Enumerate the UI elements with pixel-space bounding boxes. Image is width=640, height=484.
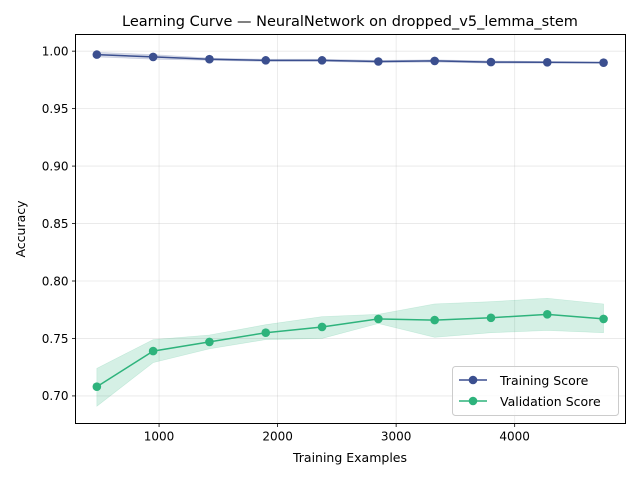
x-axis-label: Training Examples [292,450,407,465]
validation-score-point [430,315,439,325]
x-tick-label: 1000 [144,430,175,444]
legend-label-training: Training Score [499,373,589,388]
training-score-point [317,56,327,65]
validation-score-point [261,328,271,338]
training-score-line [96,53,604,64]
y-tick-label: 0.90 [42,159,69,173]
y-axis-ticks: 0.70 0.75 0.80 0.85 0.90 0.95 1.00 [42,44,76,403]
training-score-point [92,50,102,59]
training-score-point [205,54,214,64]
validation-score-point [374,314,383,324]
x-tick-label: 3000 [381,430,412,444]
validation-score-point [317,322,327,332]
grid [75,34,626,424]
y-tick-label: 1.00 [42,44,69,58]
confidence-bands [96,51,604,407]
plot-frame [75,34,626,424]
training-score-point [261,56,271,65]
y-tick-label: 0.70 [42,389,69,403]
training-score-point [148,52,158,62]
legend-label-validation: Validation Score [500,394,601,409]
legend: Training Score Validation Score [452,366,619,416]
validation-score-point [148,346,158,356]
y-tick-label: 0.75 [42,332,69,346]
training-score-point [430,56,439,66]
validation-score-point [205,337,214,347]
y-axis-label: Accuracy [13,200,28,258]
chart-title: Learning Curve — NeuralNetwork on droppe… [122,14,578,30]
validation-score-point [599,314,608,324]
validation-score-point [92,382,102,392]
y-tick-label: 0.80 [42,274,69,288]
validation-score-band [96,297,604,407]
y-tick-label: 0.85 [42,217,69,231]
series-lines [96,53,604,388]
training-score-point [374,57,383,66]
training-score-point [599,58,608,67]
validation-score-line [96,313,604,388]
x-axis-ticks: 1000 2000 3000 4000 [144,423,530,444]
training-score-point [542,58,552,67]
legend-box [452,366,619,416]
series-points [92,50,608,392]
validation-score-point [486,313,496,323]
training-score-point [486,57,496,67]
legend-marker-training [468,375,478,385]
validation-score-point [542,310,552,319]
x-tick-label: 4000 [499,430,530,444]
y-tick-label: 0.95 [42,102,69,116]
x-tick-label: 2000 [262,430,293,444]
legend-marker-validation [468,396,478,406]
